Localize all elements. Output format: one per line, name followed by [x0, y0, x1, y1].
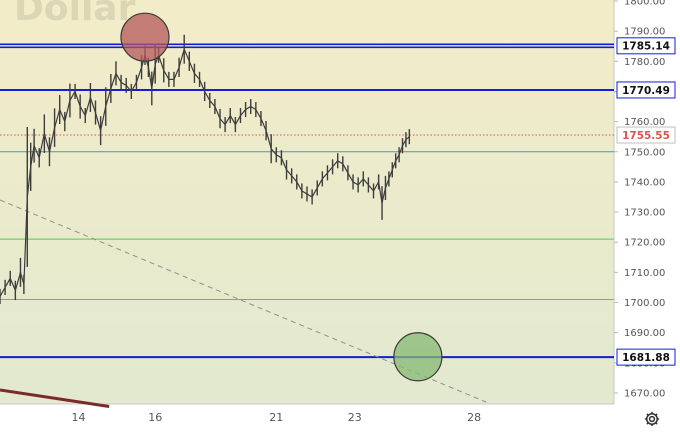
- x-tick-label: 16: [148, 411, 162, 424]
- y-tick-label: 1760.00: [624, 117, 665, 128]
- current-price-tag: [616, 126, 676, 144]
- x-tick-label: 21: [269, 411, 283, 424]
- resistance-circle: [120, 12, 170, 62]
- level-price-label: 1755.55: [622, 130, 670, 142]
- level-price-labels: 1785.14 1770.49 1755.55 1681.88: [616, 37, 676, 366]
- level-price-tag: [616, 348, 676, 366]
- y-tick-label: 1740.00: [624, 177, 665, 188]
- y-tick-label: 1710.00: [624, 268, 665, 279]
- price-series: [0, 34, 411, 305]
- time-axis-ticks: 14 16 21 23 28: [71, 411, 481, 424]
- level-price-label: 1785.14: [622, 41, 670, 53]
- level-price-tag: [616, 37, 676, 55]
- y-tick-label: 1800.00: [624, 0, 665, 8]
- y-tick-label: 1670.00: [624, 388, 665, 399]
- x-tick-label: 14: [71, 411, 85, 424]
- level-price-label: 1770.49: [622, 85, 670, 97]
- chart-settings-button[interactable]: [632, 405, 672, 433]
- target-circle: [393, 332, 443, 382]
- level-price-tag: [616, 81, 676, 99]
- time-axis-background: [0, 404, 614, 433]
- x-tick-label: 23: [348, 411, 362, 424]
- plot-background: [0, 0, 614, 404]
- y-tick-label: 1690.00: [624, 328, 665, 339]
- gear-icon: [644, 411, 660, 427]
- y-tick-label: 1700.00: [624, 298, 665, 309]
- y-tick-label: 1780.00: [624, 57, 665, 68]
- trendlines: [0, 199, 487, 409]
- level-price-label: 1681.88: [622, 352, 670, 364]
- x-tick-label: 28: [467, 411, 481, 424]
- horizontal-levels: [0, 43, 614, 359]
- y-tick-label: 1720.00: [624, 238, 665, 249]
- y-tick-label: 1790.00: [624, 27, 665, 38]
- dashed-trendline: [0, 199, 487, 403]
- brown-trendline: [0, 388, 110, 409]
- y-tick-label: 1750.00: [624, 147, 665, 158]
- marker-circles: [120, 12, 443, 382]
- symbol-watermark: Dollar: [14, 0, 136, 29]
- y-tick-label: 1730.00: [624, 208, 665, 219]
